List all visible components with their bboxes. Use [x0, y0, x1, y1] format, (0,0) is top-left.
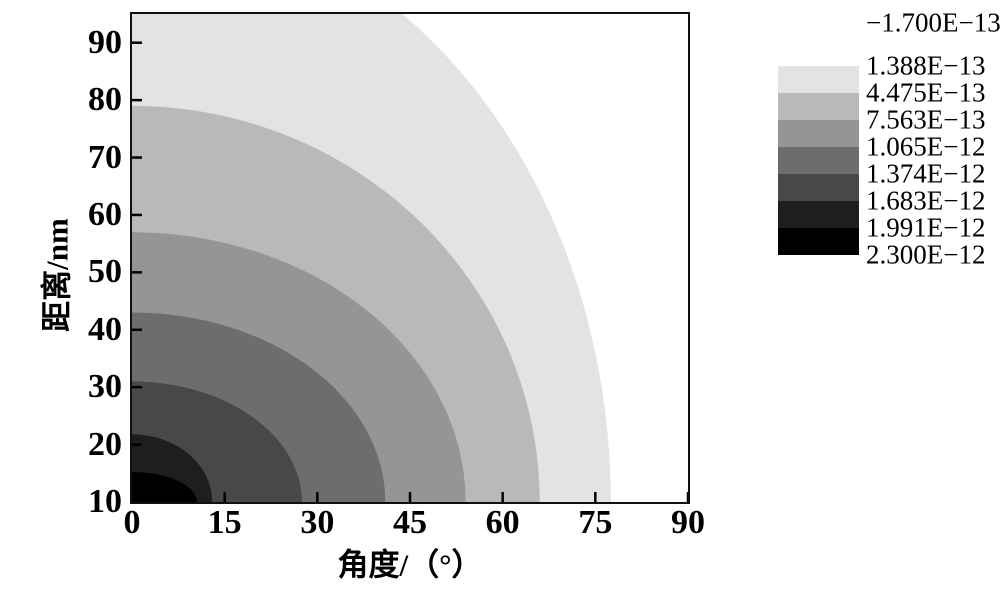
legend-swatch	[778, 93, 859, 120]
contour-band	[132, 472, 197, 502]
y-tick-label: 20	[88, 425, 122, 463]
x-tick-label: 90	[671, 504, 705, 541]
legend-level-label: 1.374E−12	[866, 158, 986, 189]
x-tick-label: 60	[485, 504, 520, 541]
legend-level-label: 1.683E−12	[866, 185, 986, 216]
legend-level-label: 2.300E−12	[866, 239, 986, 270]
x-tick-label: 15	[207, 504, 242, 541]
y-tick-label: 50	[88, 253, 122, 291]
x-tick-label: 0	[123, 504, 141, 541]
y-tick-label: 70	[88, 138, 122, 176]
y-tick-label: 60	[88, 195, 122, 233]
legend-swatch	[778, 174, 859, 201]
legend-swatch	[778, 228, 859, 255]
legend-swatch	[778, 147, 859, 174]
x-tick-label: 45	[393, 504, 427, 541]
legend-level-label: 4.475E−13	[866, 77, 986, 108]
y-tick-label: 90	[88, 23, 122, 61]
legend-swatch-column	[778, 66, 859, 255]
legend-level-label: 1.991E−12	[866, 212, 986, 243]
legend-level-label: 7.563E−13	[866, 104, 986, 135]
legend-swatch	[778, 66, 859, 93]
plot-area-frame	[130, 12, 690, 504]
x-axis-title: 角度/（°）	[337, 547, 483, 583]
y-axis-title: 距离/nm	[39, 218, 75, 332]
x-tick-label: 30	[300, 504, 335, 541]
y-tick-label: 80	[88, 81, 122, 119]
y-tick-label: 40	[88, 310, 122, 348]
legend-level-label: −1.700E−13	[866, 7, 1001, 38]
legend-swatch	[778, 120, 859, 147]
y-tick-label: 30	[88, 368, 122, 406]
legend-level-label: 1.388E−13	[866, 50, 986, 81]
legend-swatch	[778, 201, 859, 228]
contour-plot	[132, 14, 688, 502]
legend-level-label: 1.065E−12	[866, 131, 986, 162]
x-tick-label: 75	[578, 504, 613, 541]
y-tick-label: 10	[88, 483, 122, 520]
